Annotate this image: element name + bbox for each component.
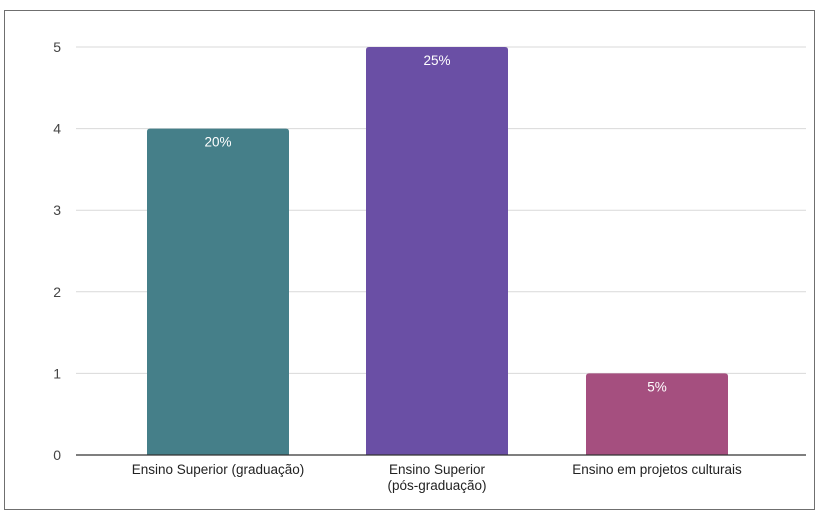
bar: [586, 373, 728, 455]
bars: [147, 47, 728, 455]
y-tick-label: 0: [53, 447, 61, 463]
y-tick-label: 1: [53, 365, 61, 381]
y-tick-label: 2: [53, 284, 61, 300]
x-tick-label: Ensino Superior (graduação): [132, 462, 305, 477]
data-labels: 20% 25% 5%: [204, 53, 666, 394]
x-tick-label: Ensino em projetos culturais: [572, 462, 742, 477]
y-tick-label: 5: [53, 39, 61, 55]
data-label: 20%: [204, 135, 231, 150]
y-tick-label: 3: [53, 202, 61, 218]
data-label: 5%: [647, 379, 667, 394]
data-label: 25%: [423, 53, 450, 68]
y-tick-label: 4: [53, 121, 61, 137]
x-axis-ticks: Ensino Superior (graduação) Ensino Superi…: [132, 462, 742, 493]
x-tick-label: Ensino Superior (pós-graduação): [387, 462, 486, 493]
y-axis-ticks: 0 1 2 3 4 5: [53, 39, 61, 463]
bar: [366, 47, 508, 455]
bar: [147, 128, 289, 455]
